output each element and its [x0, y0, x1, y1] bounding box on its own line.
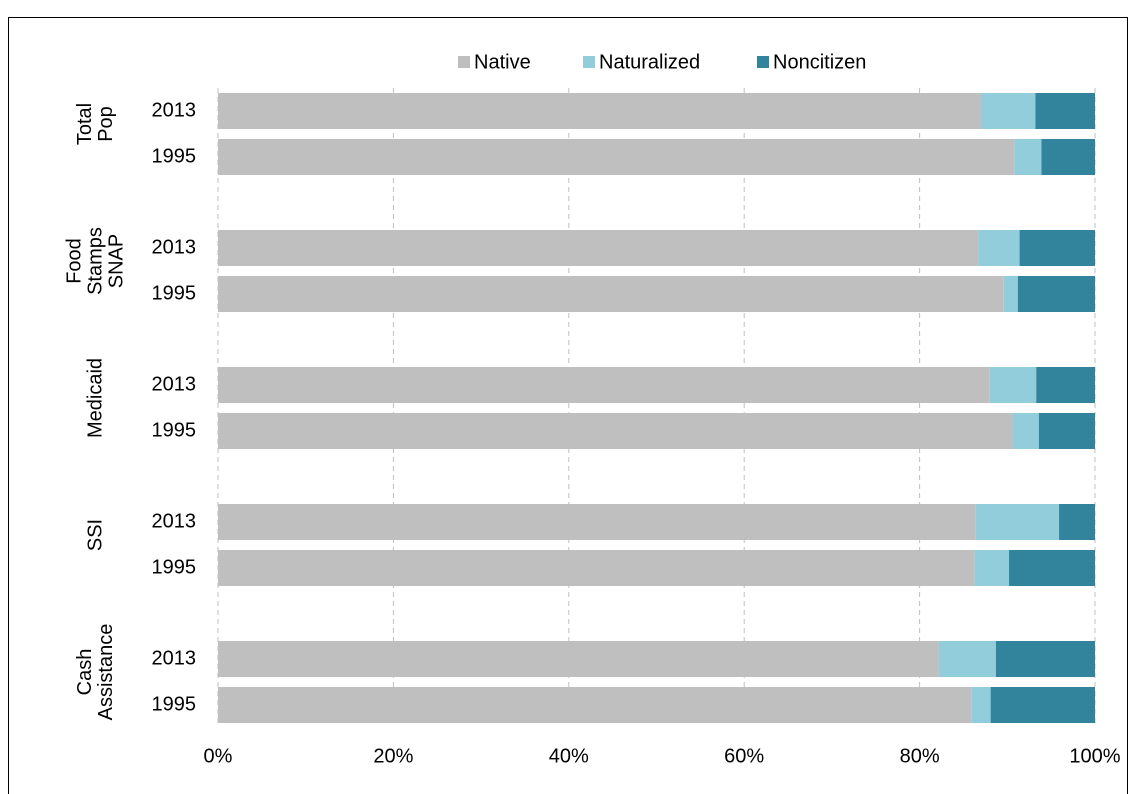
legend-swatch — [458, 56, 470, 68]
group-label: SSI — [84, 519, 106, 551]
bar-segment — [218, 687, 972, 723]
y-tick-label: 1995 — [152, 419, 197, 441]
y-tick-label: 1995 — [152, 556, 197, 578]
bar-segment — [218, 550, 975, 586]
x-tick-label: 40% — [549, 745, 589, 767]
y-tick-label: 2013 — [152, 99, 197, 121]
y-tick-label: 2013 — [152, 236, 197, 258]
bar-segment — [1014, 139, 1042, 175]
bar-segment — [1003, 276, 1018, 312]
y-tick-label: 1995 — [152, 145, 197, 167]
legend-swatch — [583, 56, 595, 68]
group-label: Assistance — [95, 624, 117, 721]
y-tick-label: 1995 — [152, 282, 197, 304]
bar-segment — [218, 641, 939, 677]
x-tick-label: 80% — [900, 745, 940, 767]
bar-segment — [1035, 93, 1095, 129]
legend-swatch — [757, 56, 769, 68]
y-tick-label: 2013 — [152, 510, 197, 532]
bar-segment — [995, 641, 1095, 677]
bar-segment — [218, 276, 1004, 312]
y-tick-label: 2013 — [152, 373, 197, 395]
y-tick-label: 2013 — [152, 647, 197, 669]
group-label: SNAP — [105, 234, 127, 288]
chart-frame — [8, 17, 1128, 794]
group-label: Total — [74, 103, 96, 145]
x-tick-label: 0% — [204, 745, 233, 767]
x-tick-label: 60% — [724, 745, 764, 767]
bar-segment — [989, 367, 1037, 403]
group-label: Medicaid — [84, 358, 106, 438]
group-label: Pop — [95, 106, 117, 142]
x-tick-label: 20% — [373, 745, 413, 767]
bar-segment — [978, 230, 1020, 266]
bar-segment — [1041, 139, 1095, 175]
x-tick-label: 100% — [1069, 745, 1120, 767]
bar-segment — [1059, 504, 1095, 540]
bar-segment — [990, 687, 1095, 723]
bar-segment — [1009, 550, 1095, 586]
bar-segment — [218, 504, 976, 540]
bar-segment — [971, 687, 991, 723]
bar-segment — [980, 93, 1036, 129]
bar-segment — [1012, 413, 1039, 449]
legend-label: Naturalized — [599, 51, 700, 73]
bar-segment — [218, 93, 981, 129]
y-tick-label: 1995 — [152, 693, 197, 715]
bar-segment — [1017, 276, 1095, 312]
bar-segment — [218, 413, 1013, 449]
bar-segment — [938, 641, 996, 677]
bar-segment — [975, 504, 1060, 540]
bar-segment — [1038, 413, 1095, 449]
bar-segment — [218, 139, 1015, 175]
group-label: Food — [63, 238, 85, 284]
bar-segment — [218, 367, 990, 403]
legend-label: Native — [474, 51, 531, 73]
bar-segment — [1019, 230, 1095, 266]
bar-segment — [218, 230, 979, 266]
group-label: Cash — [74, 649, 96, 696]
group-label: Stamps — [84, 227, 106, 295]
legend-label: Noncitizen — [773, 51, 866, 73]
bar-segment — [974, 550, 1010, 586]
bar-segment — [1036, 367, 1095, 403]
